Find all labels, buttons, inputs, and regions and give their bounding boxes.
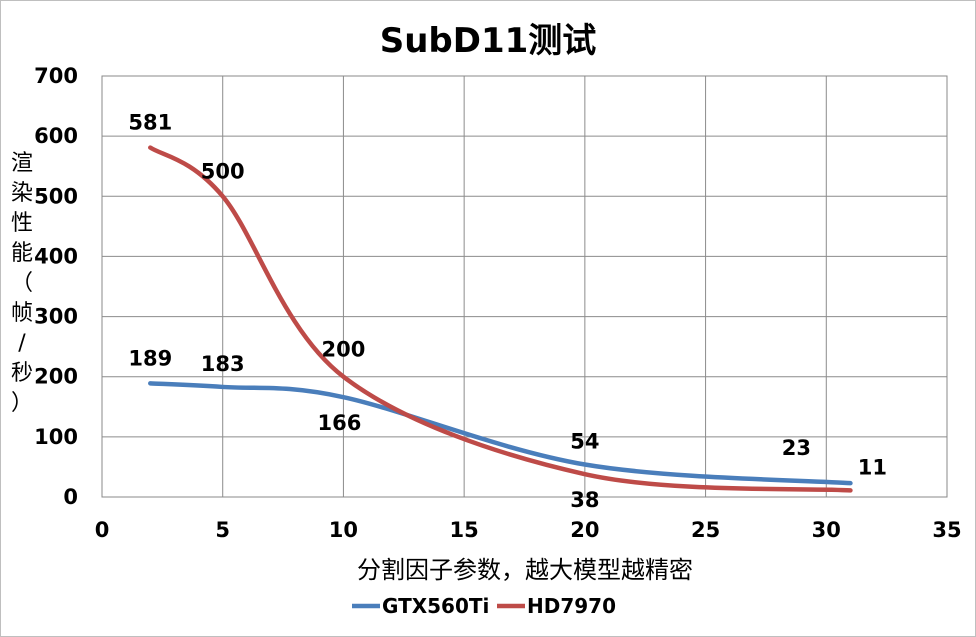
y-tick-label: 700 [34,64,78,88]
chart-title: SubD11测试 [380,21,597,61]
data-label: 200 [322,338,366,362]
legend-entry: GTX560Ti [382,594,489,618]
data-label: 183 [201,352,245,376]
series-line-hd7970 [148,145,853,493]
data-label: 11 [858,455,887,479]
x-tick-label: 15 [450,518,479,542]
x-axis-label: 分割因子参数，越大模型越精密 [357,556,693,584]
y-tick-label: 600 [34,124,78,148]
grid [101,75,948,498]
y-tick-label: 200 [34,365,78,389]
x-tick-label: 0 [95,518,110,542]
y-tick-labels: 0 100 200 300 400 500 600 700 [34,64,78,509]
y-axis-label: 渲染性能（帧/秒） [11,151,33,416]
data-label: 23 [782,436,811,460]
x-tick-labels: 0 5 10 15 20 25 30 35 [95,518,962,542]
x-tick-label: 25 [691,518,720,542]
y-tick-label: 400 [34,244,78,268]
data-label: 38 [570,488,599,512]
x-tick-label: 20 [570,518,599,542]
y-tick-label: 300 [34,305,78,329]
legend: GTX560Ti HD7970 [352,594,616,618]
data-label: 189 [128,346,172,370]
y-tick-label: 500 [34,184,78,208]
data-label: 166 [318,411,362,435]
series-line-gtx560ti [148,381,853,486]
series-lines [148,145,853,493]
plot-area [101,75,948,498]
x-tick-label: 30 [812,518,841,542]
data-label: 581 [128,111,172,135]
data-labels: 189 183 166 54 23 581 500 200 38 11 [128,111,887,513]
x-tick-label: 5 [215,518,230,542]
data-label: 500 [201,159,245,183]
data-label: 54 [570,430,599,454]
y-tick-label: 0 [63,485,78,509]
y-tick-label: 100 [34,425,78,449]
x-tick-label: 35 [932,518,961,542]
x-tick-label: 10 [329,518,358,542]
legend-entry: HD7970 [527,594,616,618]
